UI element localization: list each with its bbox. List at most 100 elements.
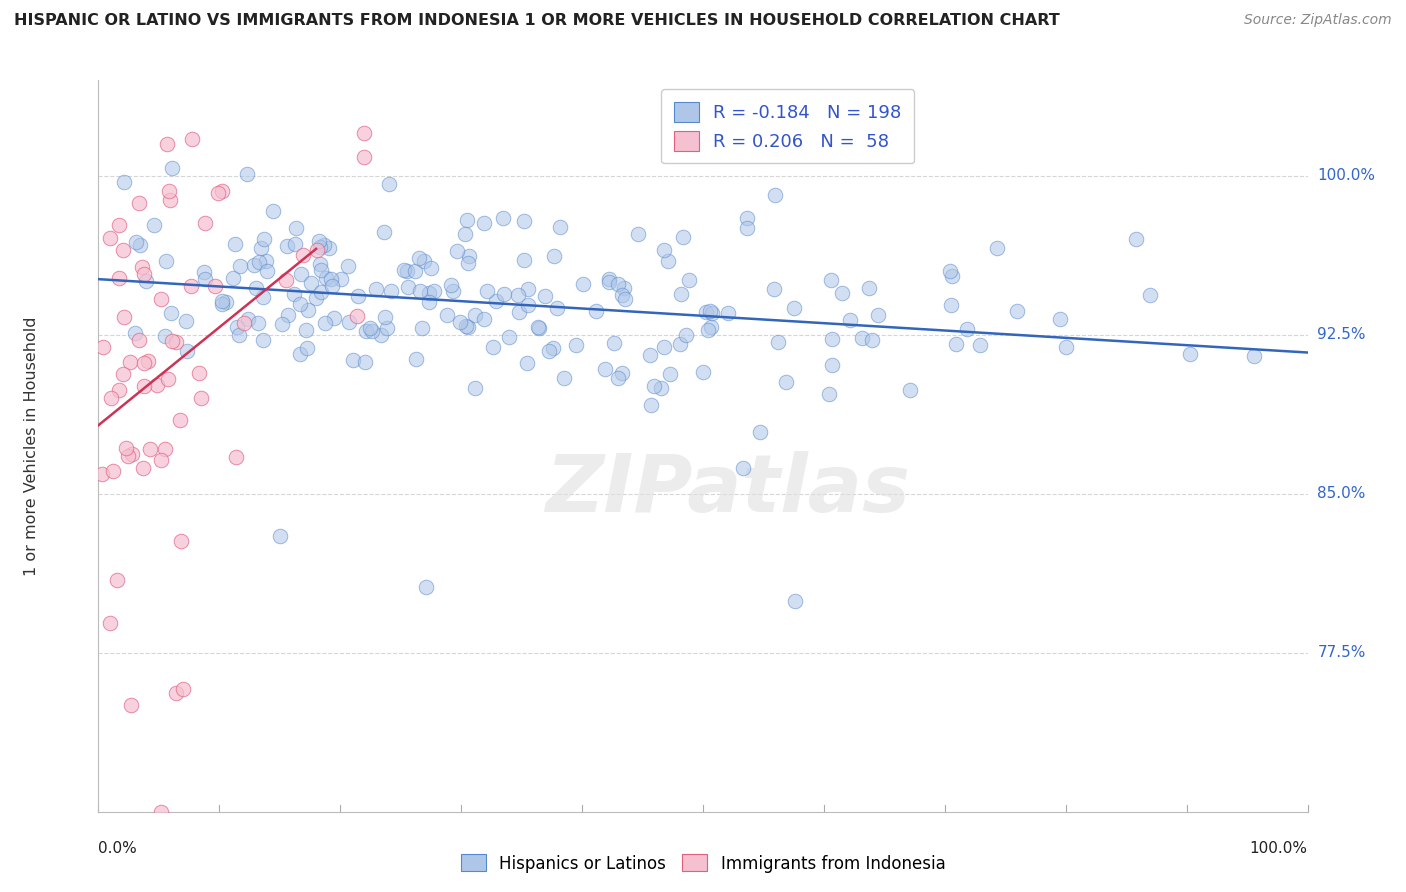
Text: HISPANIC OR LATINO VS IMMIGRANTS FROM INDONESIA 1 OR MORE VEHICLES IN HOUSEHOLD : HISPANIC OR LATINO VS IMMIGRANTS FROM IN… [14,13,1060,29]
Point [329,272,352,286]
Point [309,285,332,299]
Point [155,136,177,151]
Point [125,235,148,249]
Point [253,232,276,246]
Point [120,698,142,713]
Point [418,286,440,301]
Point [314,316,336,330]
Point [446,244,468,258]
Point [820,273,842,287]
Point [506,288,529,302]
Point [613,281,636,295]
Point [838,312,860,326]
Point [153,329,176,343]
Point [366,282,388,296]
Point [135,274,157,288]
Point [1125,232,1147,246]
Point [420,261,443,276]
Point [598,276,620,290]
Point [548,220,571,235]
Point [411,321,433,335]
Point [145,377,167,392]
Point [860,333,883,347]
Point [291,248,314,262]
Point [215,294,238,309]
Text: 92.5%: 92.5% [1317,327,1365,343]
Text: 0.0%: 0.0% [98,841,138,856]
Point [585,303,607,318]
Point [91,339,114,353]
Point [229,259,252,273]
Point [315,270,337,285]
Point [1139,288,1161,302]
Point [565,338,588,352]
Point [733,460,755,475]
Point [193,265,215,279]
Point [472,216,495,230]
Point [194,216,217,230]
Point [527,321,550,335]
Point [817,387,839,401]
Point [128,195,150,210]
Point [610,366,633,380]
Point [516,356,538,370]
Point [159,194,181,208]
Point [831,285,853,300]
Point [766,334,789,349]
Point [295,323,318,337]
Point [672,230,695,244]
Point [543,249,565,263]
Point [180,278,202,293]
Point [492,211,515,226]
Text: 100.0%: 100.0% [1317,169,1375,183]
Point [319,272,342,286]
Point [204,279,226,293]
Point [207,186,229,200]
Text: 85.0%: 85.0% [1317,486,1365,501]
Point [404,264,426,278]
Point [321,279,343,293]
Point [394,263,416,277]
Point [270,317,292,331]
Point [157,184,180,198]
Point [165,334,187,349]
Point [157,371,180,385]
Point [262,203,284,218]
Point [939,298,962,312]
Point [614,293,637,307]
Point [305,243,328,257]
Point [236,167,259,181]
Point [245,281,267,295]
Point [128,237,150,252]
Point [225,450,247,464]
Point [553,371,575,385]
Point [820,358,842,372]
Point [288,297,311,311]
Point [692,365,714,379]
Point [1054,340,1077,354]
Point [408,252,430,266]
Point [124,326,146,340]
Point [254,254,277,268]
Point [108,383,131,397]
Point [359,320,381,334]
Point [821,332,844,346]
Point [98,231,121,245]
Point [160,305,183,319]
Point [308,239,330,253]
Point [322,310,344,325]
Point [172,682,194,697]
Point [472,311,495,326]
Point [643,378,665,392]
Point [150,453,173,467]
Point [498,330,520,344]
Point [190,392,212,406]
Point [858,281,880,295]
Point [370,327,392,342]
Point [181,132,204,146]
Point [288,347,311,361]
Point [534,288,557,302]
Point [138,442,160,457]
Point [775,375,797,389]
Point [652,243,675,257]
